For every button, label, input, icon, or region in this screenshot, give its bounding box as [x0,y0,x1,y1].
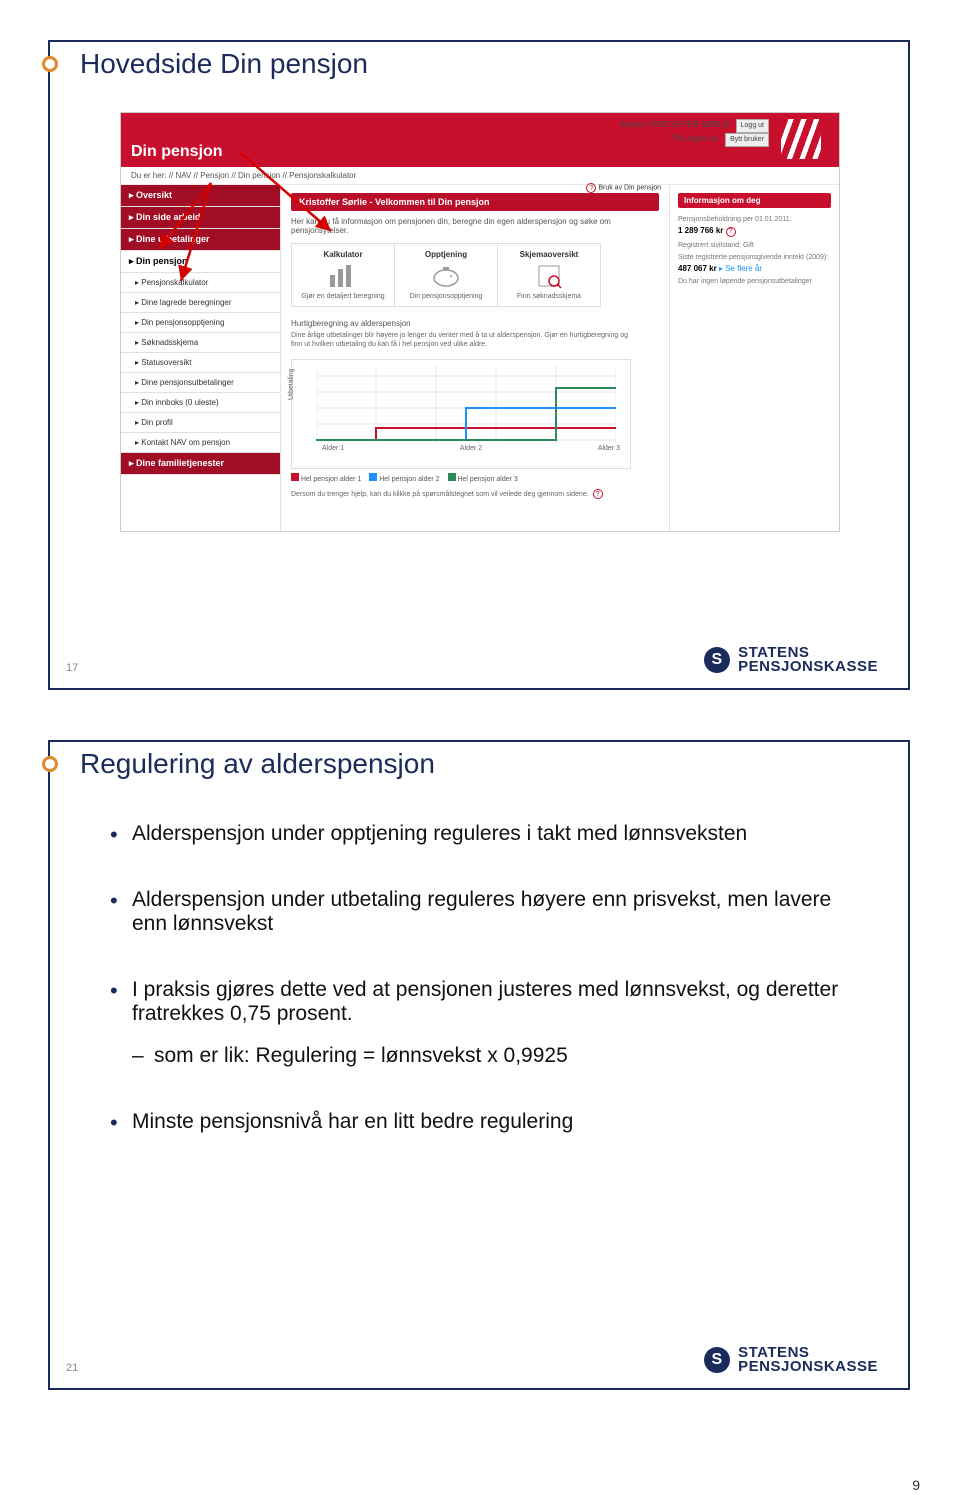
intro-text: Her kan du få informasjon om pensjonen d… [291,217,659,235]
question-icon: ? [593,489,603,499]
app-header: Din pensjon Bruker: KRISTOFFER SØRLIE Lo… [121,113,839,167]
logo-line2: PENSJONSKASSE [738,660,878,674]
chart-xaxis: Alder 1 Alder 2 Alder 3 [322,445,620,452]
slide-number: 17 [66,662,78,674]
chart-legend: Hel pensjon alder 1 Hel pensjon alder 2 … [291,473,659,483]
xaxis-label: Alder 3 [598,445,620,452]
chart-svg [316,366,616,446]
question-icon[interactable]: ? [726,227,736,237]
quick-card[interactable]: Skjemaoversikt Finn søknadsskjema [498,244,600,306]
bullet: Alderspensjon under utbetaling reguleres… [110,888,848,936]
logo-icon: S [704,1347,730,1373]
bullet-accent [42,756,58,772]
quick-chart: Utbetaling Alder 1 Alder 2 Alder 3 [291,359,631,469]
sub-bullet: som er lik: Regulering = lønnsvekst x 0,… [132,1044,848,1068]
logout-button[interactable]: Logg ut [736,119,769,133]
sidebar-item[interactable]: ▸ Statusoversikt [121,353,280,373]
sidebar-item[interactable]: ▸ Dine familietjenester [121,453,280,475]
question-icon: ? [586,183,596,193]
brand-stripes [781,119,821,159]
info-heading: Informasjon om deg [678,193,831,208]
card-sub: Gjør en detaljert beregning [294,293,392,300]
sidebar-item[interactable]: ▸ Kontakt NAV om pensjon [121,433,280,453]
logo-line2: PENSJONSKASSE [738,1360,878,1374]
main-column: ? Bruk av Din pensjon Kristoffer Sørlie … [281,185,669,531]
card-icon [429,263,463,289]
sidebar-item[interactable]: ▸ Din innboks (0 uleste) [121,393,280,413]
quickcalc-text: Dine årlige utbetalinger blir høyere jo … [291,331,631,349]
quick-card[interactable]: Kalkulator Gjør en detaljert beregning [292,244,395,306]
document-page-number: 9 [912,1477,920,1493]
info-column: Informasjon om deg Pensjonsbeholdning pe… [669,185,839,531]
card-sub: Din pensjonsopptjening [397,293,495,300]
sidebar-item[interactable]: ▸ Søknadsskjema [121,333,280,353]
legend-item: Hel pensjon alder 1 [291,473,361,483]
card-icon [532,263,566,289]
sidebar-item[interactable]: ▸ Din side arbeid [121,207,280,229]
sidebar-item[interactable]: ▸ Dine utbetalinger [121,229,280,251]
spk-logo: S STATENS PENSJONSKASSE [704,646,878,675]
info-row: Du har ingen løpende pensjonsutbetalinge… [678,276,831,285]
card-sub: Finn søknadsskjema [500,293,598,300]
quick-cards: KalkulatorGjør en detaljert beregningOpp… [291,243,601,307]
info-row: 487 067 kr ▸ Se flere år [678,264,831,273]
info-row: 1 289 766 kr ? [678,226,831,237]
info-row: Pensjonsbeholdning per 01.01.2011: [678,214,831,223]
slide-number: 21 [66,1362,78,1374]
bullet-accent [42,56,58,72]
app-title: Din pensjon [131,143,223,161]
sidebar-item[interactable]: ▸ Din profil [121,413,280,433]
legend-item: Hel pensjon alder 3 [448,473,518,483]
screenshot: Din pensjon Bruker: KRISTOFFER SØRLIE Lo… [120,112,840,532]
slide-1: Hovedside Din pensjon Din pensjon Bruker… [48,40,910,690]
logo-icon: S [704,647,730,673]
sidebar-item[interactable]: ▸ Oversikt [121,185,280,207]
info-row: Registrert sivilstand: Gift [678,240,831,249]
switch-user-button[interactable]: Bytt bruker [725,133,769,147]
spk-logo: S STATENS PENSJONSKASSE [704,1346,878,1375]
card-title: Opptjening [397,250,495,259]
sidebar-item[interactable]: ▸ Din pensjonsopptjening [121,313,280,333]
xaxis-label: Alder 1 [322,445,344,452]
footer-hint: Dersom du trenger hjelp, kan du klikke p… [291,489,659,499]
onbehalf-label: På vegne av: [673,134,720,143]
arrow-link[interactable]: ▸ Se flere år [719,264,762,273]
bullet: I praksis gjøres dette ved at pensjonen … [110,978,848,1068]
sidebar-item[interactable]: ▸ Din pensjon [121,251,280,273]
info-row: Siste registrerte pensjonsgivende inntek… [678,252,831,261]
sidebar-item[interactable]: ▸ Dine pensjonsutbetalinger [121,373,280,393]
slide-title: Regulering av alderspensjon [80,748,435,780]
slide-title: Hovedside Din pensjon [80,48,368,80]
breadcrumb: Du er her: // NAV // Pensjon // Din pens… [121,167,839,185]
bullet: Minste pensjonsnivå har en litt bedre re… [110,1110,848,1134]
card-title: Kalkulator [294,250,392,259]
xaxis-label: Alder 2 [460,445,482,452]
legend-item: Hel pensjon alder 2 [369,473,439,483]
card-title: Skjemaoversikt [500,250,598,259]
quick-card[interactable]: Opptjening Din pensjonsopptjening [395,244,498,306]
sidebar-item[interactable]: ▸ Pensjonskalkulator [121,273,280,293]
sidebar-item[interactable]: ▸ Dine lagrede beregninger [121,293,280,313]
slide-2: Regulering av alderspensjon Alderspensjo… [48,740,910,1390]
help-link[interactable]: ? Bruk av Din pensjon [586,183,661,193]
sidebar: ▸ Oversikt▸ Din side arbeid▸ Dine utbeta… [121,185,281,531]
user-area: Bruker: KRISTOFFER SØRLIE Logg ut På veg… [620,119,769,147]
card-icon [326,263,360,289]
welcome-bar: Kristoffer Sørlie - Velkommen til Din pe… [291,193,659,211]
user-label: Bruker: KRISTOFFER SØRLIE [620,120,730,129]
app-body: ▸ Oversikt▸ Din side arbeid▸ Dine utbeta… [121,185,839,531]
quickcalc-heading: Hurtigberegning av alderspensjon [291,319,659,328]
slide-body: Alderspensjon under opptjening reguleres… [110,822,848,1176]
chart-ylabel: Utbetaling [288,369,295,401]
bullet: Alderspensjon under opptjening reguleres… [110,822,848,846]
